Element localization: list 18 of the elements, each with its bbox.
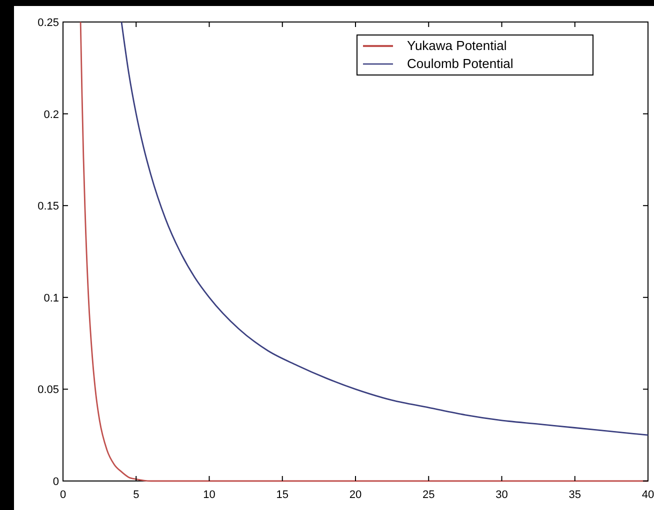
legend-label: Coulomb Potential — [407, 56, 514, 71]
x-tick-label: 30 — [496, 489, 508, 501]
x-tick-label: 0 — [60, 489, 66, 501]
y-tick-label: 0.25 — [38, 17, 59, 29]
legend-label: Yukawa Potential — [407, 38, 507, 53]
y-tick-label: 0 — [52, 476, 59, 488]
x-tick-label: 15 — [276, 489, 288, 501]
line-series — [120, 21, 648, 436]
y-tick-label: 0.2 — [44, 108, 59, 121]
x-tick-label: 20 — [349, 489, 362, 501]
x-tick-label: 25 — [422, 489, 435, 501]
x-tick-label: 10 — [203, 489, 216, 501]
y-tick-label: 0.15 — [38, 200, 59, 213]
x-tick-label: 35 — [568, 489, 581, 501]
y-tick-label: 0.1 — [44, 292, 59, 304]
y-tick-label: 0.05 — [38, 384, 59, 396]
x-tick-label: 40 — [642, 489, 654, 501]
x-tick-label: 5 — [133, 489, 140, 501]
